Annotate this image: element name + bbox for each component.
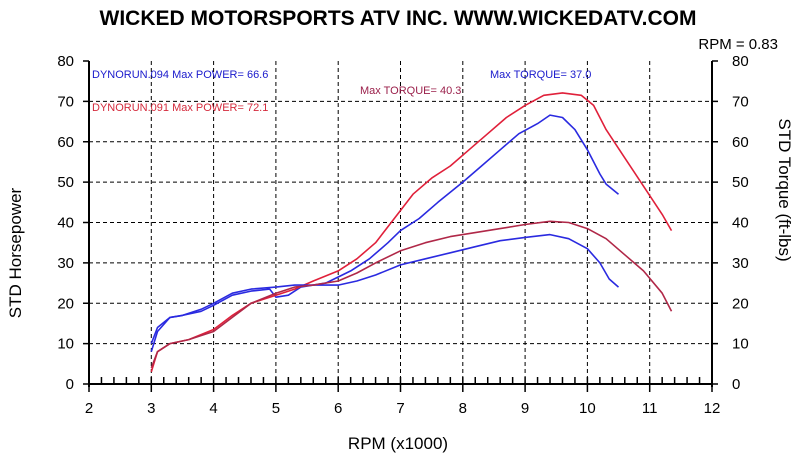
chart-title: WICKED MOTORSPORTS ATV INC. WWW.WICKEDAT…: [100, 7, 697, 30]
y-tick-label-right: 60: [732, 134, 749, 151]
x-tick-label: 8: [459, 400, 467, 417]
series-line-dynorun-094-power: [150, 114, 620, 352]
x-tick-label: 7: [396, 400, 404, 417]
y-tick-label-left: 60: [57, 134, 74, 151]
y-tick-label-left: 70: [57, 93, 74, 110]
y-tick-label-right: 70: [732, 93, 749, 110]
y-tick-label-left: 10: [57, 336, 74, 353]
x-tick-label: 12: [704, 400, 721, 417]
legend-entry-dynorun-091: DYNORUN.091 Max POWER= 72.1: [92, 102, 268, 114]
y-tick-label-right: 80: [732, 53, 749, 70]
y-tick-label-left: 0: [66, 376, 74, 393]
y-tick-label-left: 20: [57, 295, 74, 312]
rpm-note: RPM = 0.83: [698, 36, 778, 53]
legend-entry-dynorun-094: DYNORUN.094 Max POWER= 66.6: [92, 69, 268, 81]
y-axis-label-left: STD Horsepower: [6, 187, 25, 318]
y-tick-label-right: 20: [732, 295, 749, 312]
x-tick-label: 5: [272, 400, 280, 417]
series-line-dynorun-094-torque: [150, 233, 620, 344]
x-tick-label: 2: [85, 400, 93, 417]
y-tick-label-left: 80: [57, 53, 74, 70]
y-tick-label-right: 30: [732, 255, 749, 272]
annotation-max-torque-094: Max TORQUE= 37.0: [490, 69, 591, 81]
series-line-dynorun-091-torque: [150, 220, 673, 369]
x-tick-label: 6: [334, 400, 342, 417]
y-tick-label-right: 10: [732, 336, 749, 353]
plot-area: 2 3 4 5 6 7 8 9 10 11 12 0 0 10 10 20 20 30 30 40 40 50 50 60 60…: [57, 53, 748, 417]
x-tick-label: 4: [209, 400, 217, 417]
y-axis-label-right: STD Torque (ft-lbs): [775, 118, 794, 261]
y-tick-label-left: 30: [57, 255, 74, 272]
x-tick-label: 11: [642, 400, 658, 417]
x-tick-label: 9: [521, 400, 529, 417]
x-axis-label: RPM (x1000): [348, 434, 448, 453]
y-tick-label-right: 40: [732, 215, 749, 232]
y-tick-label-right: 0: [732, 376, 740, 393]
x-tick-label: 10: [579, 400, 596, 417]
y-tick-label-right: 50: [732, 174, 749, 191]
y-tick-label-left: 50: [57, 174, 74, 191]
annotation-max-torque-091: Max TORQUE= 40.3: [360, 85, 461, 97]
x-tick-label: 3: [147, 400, 155, 417]
series-line-dynorun-091-power: [150, 92, 673, 373]
y-tick-label-left: 40: [57, 215, 74, 232]
